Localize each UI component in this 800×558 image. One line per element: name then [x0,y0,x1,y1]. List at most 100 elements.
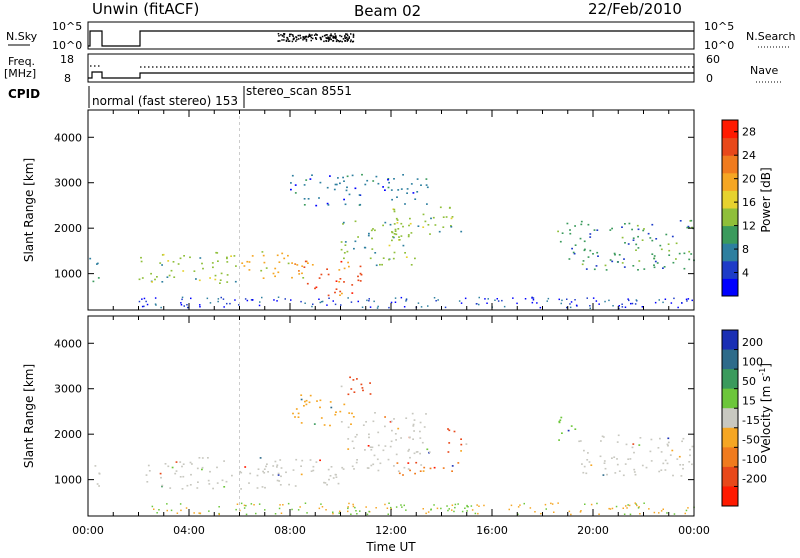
ground-scatter-cell [405,300,407,302]
ground-scatter-cell [193,512,195,514]
echo-cell [311,264,314,266]
ground-scatter-cell [627,504,629,506]
ground-scatter-cell [245,504,247,507]
velocity-ylabel: Slant Range [km] [22,364,36,468]
echo-cell [332,477,335,479]
ground-scatter-cell [276,300,278,302]
ground-scatter-cell [220,296,222,299]
echo-cell [181,465,183,468]
ground-scatter-cell [243,504,246,507]
echo-cell [351,440,354,443]
echo-cell [587,452,589,454]
nsearch-point [327,36,329,38]
velocity-panel-frame [87,315,695,517]
echo-cell [448,429,451,432]
ground-scatter-cell [258,304,261,307]
echo-cell [353,447,355,449]
echo-cell [585,472,588,475]
echo-cell [398,239,401,241]
echo-cell [392,257,395,260]
ground-scatter-cell [519,504,521,506]
echo-cell [265,465,267,468]
ground-scatter-cell [664,298,667,300]
date-label: 22/Feb/2010 [588,0,682,18]
echo-cell [651,239,654,242]
ground-scatter-cell [198,512,200,514]
velocity-colorbar-label-main: Velocity [m s [759,376,773,453]
echo-cell [653,266,656,269]
echo-cell [657,447,660,449]
ground-scatter-cell [540,512,542,515]
colorbar-swatch [722,278,738,297]
nsearch-point [289,33,291,36]
echo-cell [422,213,425,216]
echo-cell [394,230,397,232]
echo-cell [641,239,644,241]
echo-cell [587,223,590,226]
echo-cell [400,437,402,439]
nsearch-point [288,40,291,42]
echo-cell [419,430,421,433]
nsearch-point [342,38,345,40]
echo-cell [397,427,400,430]
ground-scatter-cell [390,506,392,509]
echo-cell [369,382,371,384]
echo-cell [295,458,298,461]
echo-cell [387,178,390,180]
y-tick-label: 1000 [54,268,82,281]
nsearch-point [310,36,313,39]
colorbar-swatch [722,427,738,448]
ground-scatter-cell [534,511,536,513]
echo-cell [306,282,309,285]
echo-cell [451,216,454,218]
nsearch-point [346,34,349,37]
colorbar-swatch [722,190,738,209]
echo-cell [348,193,351,196]
ground-scatter-cell [222,298,225,300]
ground-scatter-cell [355,510,357,512]
echo-cell [635,249,637,251]
ground-scatter-cell [368,510,370,513]
echo-cell [379,263,381,266]
nsearch-point [305,40,308,42]
echo-cell [343,252,346,254]
colorbar-swatch [722,260,738,279]
ground-scatter-cell [199,304,201,306]
echo-cell [315,286,318,289]
ground-scatter-cell [484,298,486,300]
cpid-label: CPID [8,87,40,101]
echo-cell [631,446,634,449]
echo-cell [342,223,344,225]
echo-cell [358,194,361,196]
echo-cell [689,454,691,457]
echo-cell [334,413,337,416]
echo-cell [226,281,229,283]
ground-scatter-cell [217,298,220,300]
echo-cell [390,420,393,423]
echo-cell [190,473,192,476]
echo-cell [410,232,413,234]
ground-scatter-cell [321,301,323,303]
ground-scatter-cell [618,307,620,310]
nsearch-point [309,34,311,36]
echo-cell [350,388,353,390]
echo-cell [327,273,330,276]
echo-cell [198,457,201,459]
freq-unit: [MHz] [4,67,36,80]
ground-scatter-cell [321,506,324,508]
y-tick-label: 3000 [54,177,82,190]
echo-cell [226,274,229,276]
colorbar-tick-label: -15 [742,414,760,427]
echo-cell [371,446,374,449]
ground-scatter-cell [369,306,372,308]
echo-cell [618,470,621,472]
echo-cell [651,223,654,226]
ground-scatter-cell [662,508,664,510]
echo-cell [351,412,353,415]
echo-cell [340,241,343,243]
echo-cell [179,257,182,260]
ground-scatter-cell [354,506,356,509]
ground-scatter-cell [160,306,162,309]
ground-scatter-cell [291,508,293,511]
